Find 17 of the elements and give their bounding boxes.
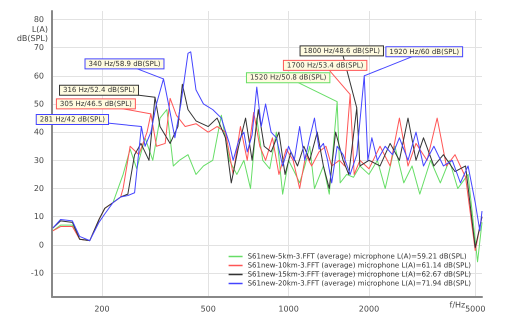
x-tick-label: 200 (94, 304, 110, 314)
y-tick-label: 80 (34, 14, 44, 24)
y-tick-label: 20 (34, 184, 44, 194)
y-tick-label: 40 (34, 128, 44, 137)
y-tick-label: 60 (34, 71, 44, 80)
y-axis-title: L(A) dB(SPL) (16, 25, 48, 43)
x-tick-label: 2000 (358, 304, 380, 314)
y-tick-label: 50 (34, 99, 44, 108)
x-tick-label: 500 (200, 304, 216, 314)
x-tick-label: 5000 (465, 304, 486, 314)
x-tick-label: 1000 (278, 304, 299, 314)
x-axis-title: f/Hz (450, 300, 466, 310)
y-tick-label: 10 (34, 212, 44, 222)
y-tick-label: 70 (34, 43, 44, 52)
y-tick-label: 30 (34, 156, 44, 165)
y-tick-label: 0 (38, 240, 44, 250)
y-tick-label: -10 (30, 268, 44, 278)
